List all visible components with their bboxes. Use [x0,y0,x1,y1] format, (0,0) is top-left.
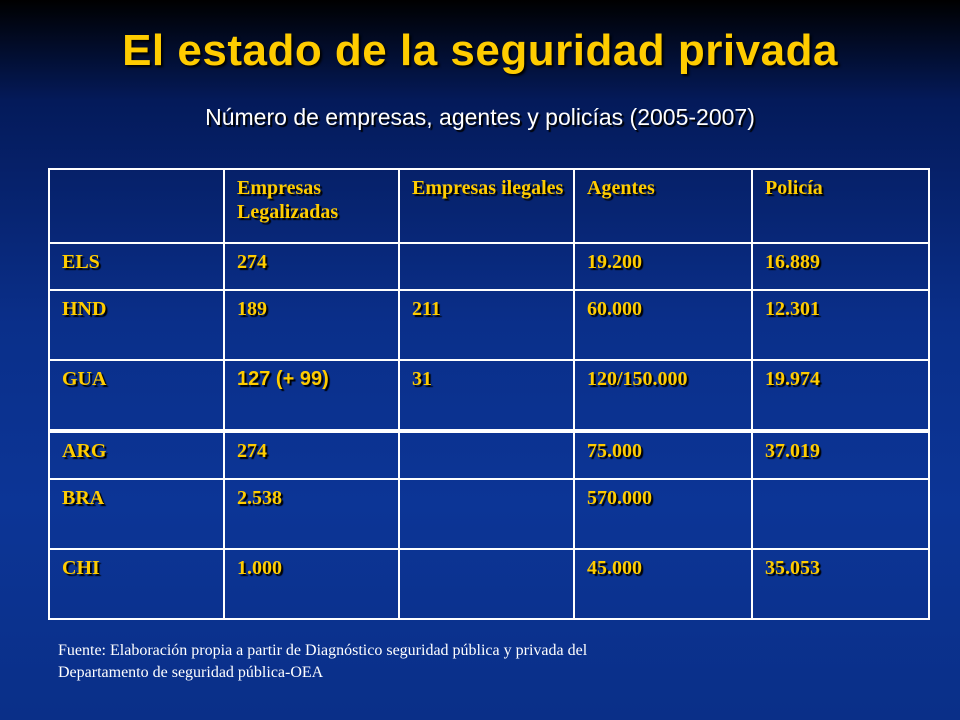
slide-title: El estado de la seguridad privada [122,26,838,75]
country-cell: ELS [48,242,225,291]
legal-cell: 2.538 [223,478,400,550]
police-cell [751,478,930,550]
table-row: ELS 274 19.200 16.889 [48,242,930,291]
country-cell: GUA [48,359,225,431]
police-cell: 19.974 [751,359,930,431]
data-table-top: Empresas Legalizadas Empresas ilegales A… [48,168,930,431]
agents-cell: 75.000 [573,431,753,480]
data-table-bottom: ARG 274 75.000 37.019 BRA 2.538 570.000 … [48,431,930,620]
agents-cell: 120/150.000 [573,359,753,431]
illegal-cell: 211 [398,289,575,361]
legal-cell: 189 [223,289,400,361]
illegal-cell [398,242,575,291]
header-cell-illegal: Empresas ilegales [398,168,575,244]
legal-cell: 274 [223,242,400,291]
police-cell: 35.053 [751,548,930,620]
table-row: HND 189 211 60.000 12.301 [48,289,930,361]
table-row: GUA 127 (+ 99) 31 120/150.000 19.974 [48,359,930,431]
source-note: Fuente: Elaboración propia a partir de D… [58,640,918,684]
header-cell-police: Policía [751,168,930,244]
table-row: ARG 274 75.000 37.019 [48,431,930,480]
country-cell: BRA [48,478,225,550]
illegal-cell [398,478,575,550]
legal-cell: 127 (+ 99) [223,359,400,431]
illegal-cell: 31 [398,359,575,431]
agents-cell: 60.000 [573,289,753,361]
source-line-1: Fuente: Elaboración propia a partir de D… [58,642,588,659]
illegal-cell [398,548,575,620]
country-cell: HND [48,289,225,361]
source-line-2: Departamento de seguridad pública-OEA [58,664,324,681]
agents-cell: 19.200 [573,242,753,291]
slide-subtitle: Número de empresas, agentes y policías (… [205,104,755,130]
header-cell-legal: Empresas Legalizadas [223,168,400,244]
agents-cell: 45.000 [573,548,753,620]
table-row: BRA 2.538 570.000 [48,478,930,550]
country-cell: ARG [48,431,225,480]
country-cell: CHI [48,548,225,620]
legal-cell: 1.000 [223,548,400,620]
legal-cell: 274 [223,431,400,480]
header-cell-agents: Agentes [573,168,753,244]
header-cell-empty [48,168,225,244]
police-cell: 16.889 [751,242,930,291]
agents-cell: 570.000 [573,478,753,550]
table-row: CHI 1.000 45.000 35.053 [48,548,930,620]
police-cell: 12.301 [751,289,930,361]
police-cell: 37.019 [751,431,930,480]
header-row: Empresas Legalizadas Empresas ilegales A… [48,168,930,244]
illegal-cell [398,431,575,480]
